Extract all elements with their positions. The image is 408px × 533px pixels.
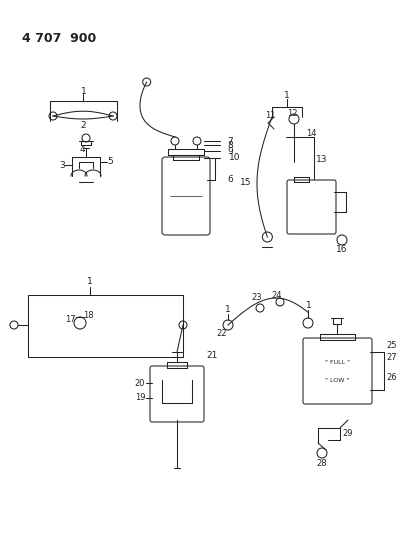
Text: 16: 16 — [336, 246, 348, 254]
Text: 9: 9 — [227, 147, 233, 156]
Text: 29: 29 — [343, 429, 353, 438]
Text: 2: 2 — [80, 122, 86, 131]
Text: 12: 12 — [287, 109, 297, 117]
Text: 8: 8 — [227, 141, 233, 149]
Text: 20: 20 — [135, 378, 145, 387]
Text: 19: 19 — [135, 393, 145, 402]
Text: 23: 23 — [252, 294, 262, 303]
FancyBboxPatch shape — [303, 338, 372, 404]
Text: " LOW ": " LOW " — [325, 377, 350, 383]
Text: 13: 13 — [316, 156, 328, 165]
Text: 1: 1 — [306, 302, 312, 311]
Text: 3: 3 — [59, 160, 65, 169]
Text: 1: 1 — [87, 277, 93, 286]
Text: 1: 1 — [225, 305, 231, 314]
Text: 1: 1 — [284, 91, 290, 100]
Text: 14: 14 — [306, 130, 316, 139]
Text: 4: 4 — [79, 146, 85, 155]
Text: 22: 22 — [217, 329, 227, 338]
Text: " FULL ": " FULL " — [325, 359, 350, 365]
Text: 7: 7 — [227, 136, 233, 146]
FancyBboxPatch shape — [150, 366, 204, 422]
Text: 18: 18 — [83, 311, 93, 319]
Text: 25: 25 — [387, 341, 397, 350]
Text: 21: 21 — [206, 351, 218, 360]
Text: 26: 26 — [387, 374, 397, 383]
Text: 5: 5 — [107, 157, 113, 166]
Bar — [28, 295, 183, 357]
Text: 15: 15 — [240, 179, 252, 187]
Text: 11: 11 — [265, 110, 275, 119]
Text: 1: 1 — [81, 86, 87, 95]
FancyBboxPatch shape — [287, 180, 336, 234]
FancyBboxPatch shape — [162, 157, 210, 235]
Text: 4 707  900: 4 707 900 — [22, 31, 96, 44]
Text: 10: 10 — [229, 154, 241, 163]
Text: 17: 17 — [65, 316, 75, 325]
Text: 28: 28 — [317, 458, 327, 467]
Text: 6: 6 — [227, 175, 233, 184]
Text: 27: 27 — [387, 353, 397, 362]
Text: 24: 24 — [272, 292, 282, 301]
